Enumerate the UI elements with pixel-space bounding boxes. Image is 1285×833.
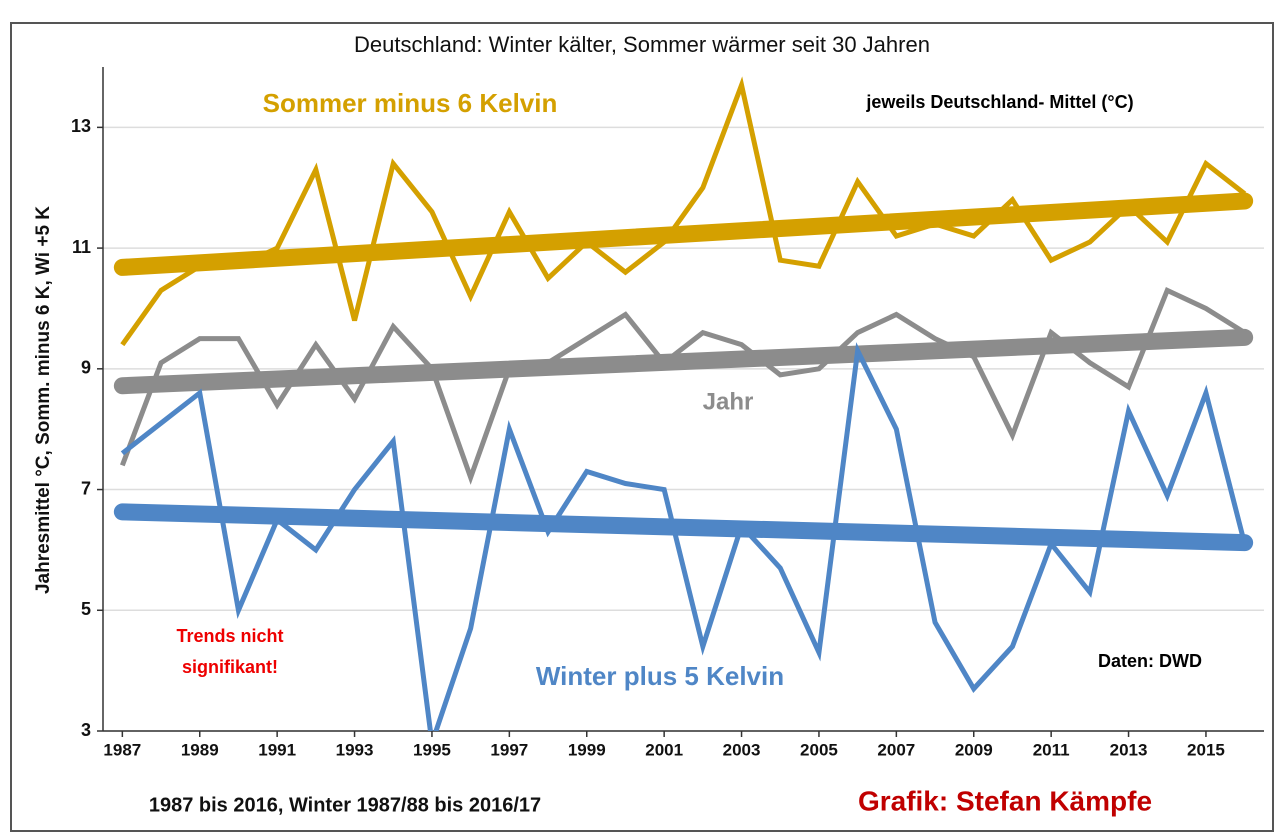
x-tick-label: 2001 [645,740,683,759]
x-tick-label: 2005 [800,740,838,759]
y-axis-label: Jahresmittel °C, Somm. minus 6 K, Wi +5 … [33,206,54,594]
annotation: signifikant! [182,657,278,677]
trend-line [113,503,1254,552]
annotation: Trends nicht [176,626,283,646]
series-line [120,342,1248,731]
y-tick-label: 7 [81,478,91,498]
x-tick-label: 2003 [723,740,761,759]
y-tick-label: 3 [81,720,91,740]
series-label: Winter plus 5 Kelvin [536,661,784,691]
series-label: Sommer minus 6 Kelvin [263,88,558,118]
series [113,76,1254,347]
annotation: 1987 bis 2016, Winter 1987/88 bis 2016/1… [149,794,541,816]
x-tick-label: 2007 [877,740,915,759]
series-label: Jahr [703,388,754,415]
series-line [120,76,1247,347]
annotation: jeweils Deutschland- Mittel (°C) [865,92,1133,112]
x-tick-label: 2015 [1187,740,1225,759]
trend-line [113,192,1254,276]
x-tick-label: 1987 [103,740,141,759]
chart-title: Deutschland: Winter kälter, Sommer wärme… [354,32,930,57]
chart-frame [10,22,1274,832]
y-tick-label: 13 [71,116,91,136]
y-tick-label: 11 [72,237,91,257]
x-tick-label: 1989 [181,740,219,759]
series [113,342,1254,731]
y-tick-label: 5 [81,599,91,619]
trend-line [113,328,1254,395]
x-tick-label: 2011 [1033,740,1070,759]
annotation: Grafik: Stefan Kämpfe [858,785,1152,816]
annotation: Daten: DWD [1098,651,1202,671]
y-tick-label: 9 [81,358,91,378]
x-tick-label: 1993 [336,740,374,759]
x-tick-label: 1995 [413,740,451,759]
x-tick-label: 1997 [490,740,528,759]
x-tick-label: 2013 [1110,740,1148,759]
x-tick-label: 2009 [955,740,993,759]
x-tick-label: 1999 [568,740,606,759]
x-tick-label: 1991 [258,740,296,759]
series [113,286,1254,485]
